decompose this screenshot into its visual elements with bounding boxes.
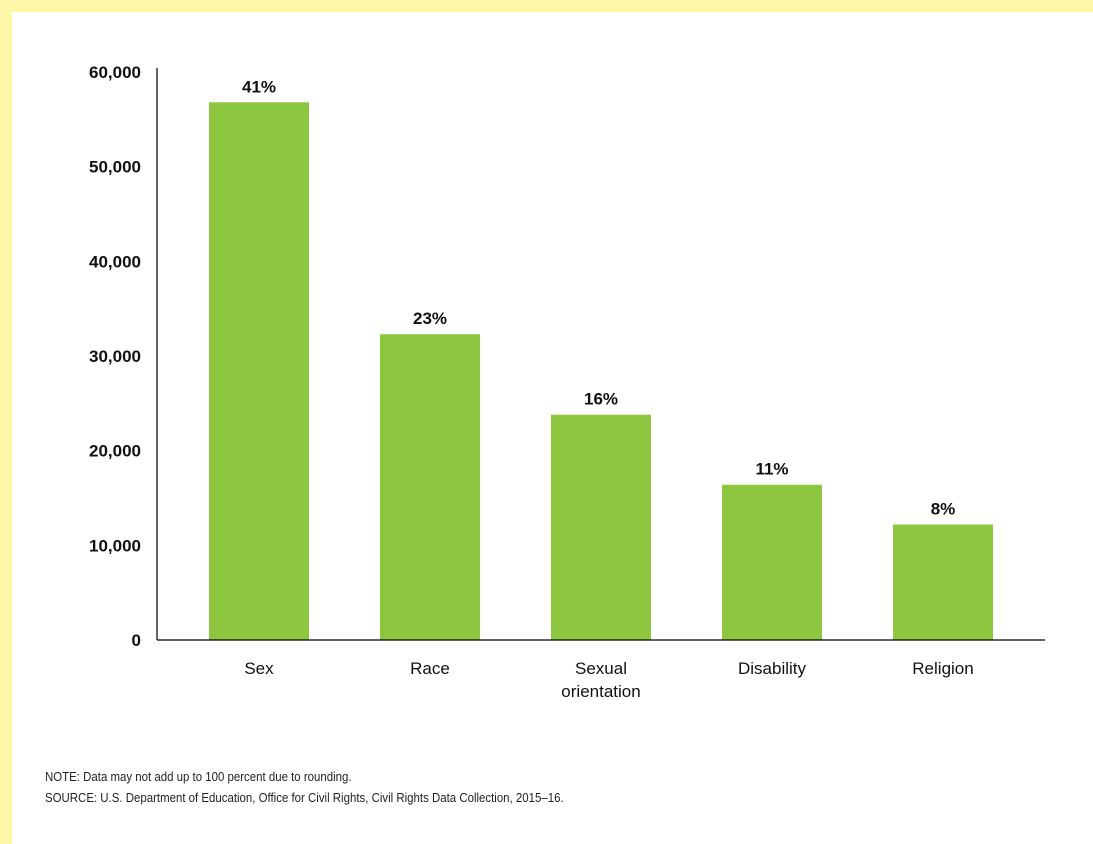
y-axis-ticks: 0 10,000 20,000 30,000 40,000 50,000 60,000 [89,63,141,650]
data-label: 41% [242,77,276,96]
bar-religion [893,524,993,640]
bar-sex [209,102,309,640]
bar-chart: 0 10,000 20,000 30,000 40,000 50,000 60,000 41… [89,63,1045,701]
x-tick-label: Sexual [575,659,627,678]
bar-sexual-orientation [551,414,651,640]
data-label: 8% [931,500,956,519]
y-tick-label: 0 [132,631,141,650]
x-axis-ticks: Sex Race Sexual orientation Disability Religi… [244,659,973,701]
frame-top-border [0,0,1093,12]
bar-race [380,334,480,640]
notes: NOTE: Data may not add up to 100 percent… [45,766,564,808]
y-tick-label: 30,000 [89,347,141,366]
y-tick-label: 20,000 [89,442,141,461]
y-tick-label: 10,000 [89,536,141,555]
data-label: 23% [413,309,447,328]
source-text: SOURCE: U.S. Department of Education, Of… [45,790,564,805]
bar-disability [722,484,822,640]
x-tick-label: Race [410,659,450,678]
y-tick-label: 40,000 [89,252,141,271]
data-labels: 41% 23% 16% 11% 8% [242,77,955,518]
note-text: NOTE: Data may not add up to 100 percent… [45,769,352,784]
y-tick-label: 50,000 [89,158,141,177]
data-label: 11% [755,460,788,479]
data-label: 16% [584,390,618,409]
x-tick-label: Sex [244,659,274,678]
x-tick-label: Disability [738,659,807,678]
x-tick-label: orientation [561,682,640,701]
y-tick-label: 60,000 [89,63,141,82]
bars [209,102,993,640]
frame-left-border [0,0,12,844]
x-tick-label: Religion [912,659,973,678]
